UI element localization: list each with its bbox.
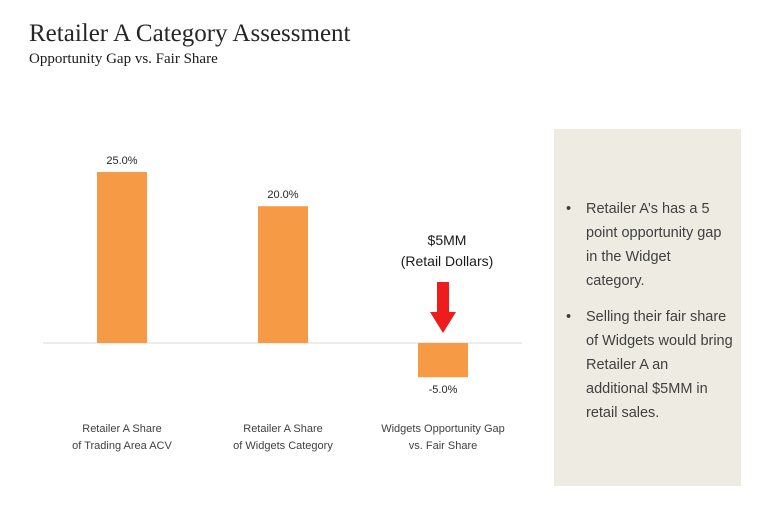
note-item: Selling their fair share of Widgets woul…: [562, 305, 733, 425]
data-label: -5.0%: [429, 384, 458, 396]
category-label: Retailer A Share: [243, 423, 323, 435]
data-label: 25.0%: [106, 155, 137, 167]
category-label: vs. Fair Share: [409, 440, 477, 452]
callout-amount: $5MM: [427, 232, 467, 248]
category-label: Retailer A Share: [82, 423, 162, 435]
notes-list: Retailer A’s has a 5 point opportunity g…: [562, 197, 733, 425]
data-label: 20.0%: [267, 189, 298, 201]
note-item: Retailer A’s has a 5 point opportunity g…: [562, 197, 733, 293]
arrow-down-icon: [430, 282, 456, 333]
bar: [97, 172, 147, 343]
category-label: of Widgets Category: [233, 440, 333, 452]
opportunity-callout: $5MM (Retail Dollars): [392, 230, 502, 272]
notes-panel: Retailer A’s has a 5 point opportunity g…: [554, 129, 741, 486]
bar: [258, 206, 308, 343]
page-title: Retailer A Category Assessment: [29, 20, 351, 47]
bar-chart: 25.0% Retailer A Share of Trading Area ACV…: [43, 155, 522, 452]
category-label: of Trading Area ACV: [72, 440, 172, 452]
page-subtitle: Opportunity Gap vs. Fair Share: [29, 51, 218, 67]
category-label: Widgets Opportunity Gap: [381, 423, 505, 435]
bar: [418, 343, 468, 378]
callout-note: (Retail Dollars): [400, 253, 494, 269]
